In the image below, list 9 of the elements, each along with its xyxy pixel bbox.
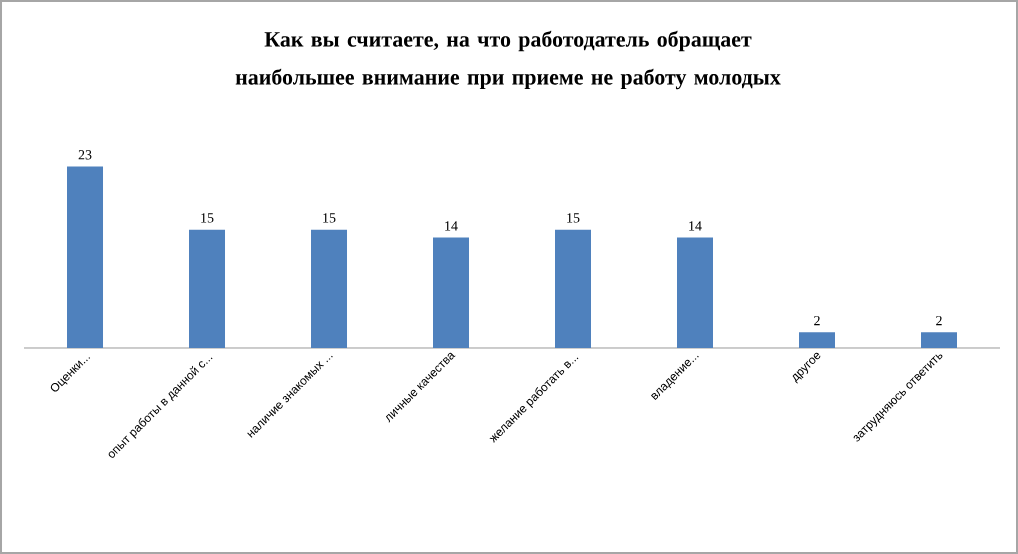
chart-title: Как вы считаете, на что работодатель обращает наибольшее внимание при приеме не работу молодых — [235, 30, 781, 90]
bar — [921, 332, 957, 348]
bar — [67, 166, 104, 348]
bar — [189, 229, 226, 348]
bar — [555, 229, 591, 348]
bar — [677, 237, 713, 348]
bar — [799, 332, 835, 348]
bar — [311, 229, 348, 348]
bar — [433, 237, 470, 348]
